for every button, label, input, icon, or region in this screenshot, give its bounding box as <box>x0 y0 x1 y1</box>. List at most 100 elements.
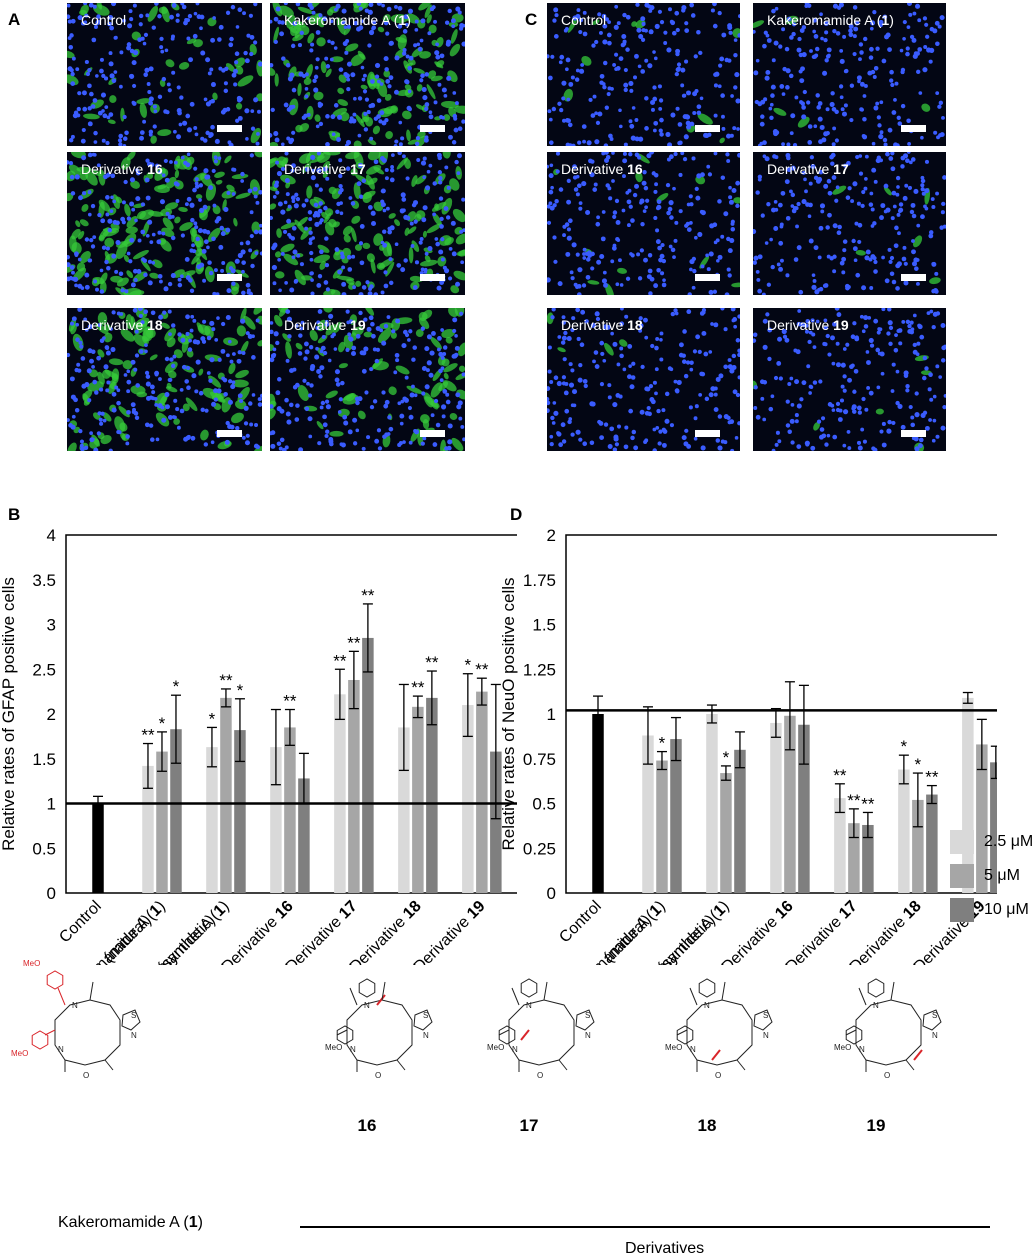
micrograph-label: Derivative 17 <box>767 161 849 177</box>
atom-label: N <box>932 1031 938 1040</box>
atom-label: O <box>375 1071 381 1080</box>
micrograph-label-number: 19 <box>833 317 849 333</box>
bar <box>734 749 746 893</box>
bar <box>642 735 654 893</box>
x-tick-label: Control <box>56 898 104 946</box>
bar <box>656 760 668 893</box>
y-tick-label: 1.75 <box>523 571 556 590</box>
methoxy-label: MeO <box>23 960 40 968</box>
bar <box>220 697 232 893</box>
micrograph-label-number: 18 <box>147 317 163 333</box>
y-tick-label: 0 <box>47 884 56 903</box>
molecule-structure: N N S N O MeO <box>834 978 942 1080</box>
micrograph-c-4: Derivative 18 <box>547 308 740 451</box>
atom-label: N <box>763 1031 769 1040</box>
bar <box>334 694 346 893</box>
micrograph-a-0: Control <box>67 3 262 146</box>
bar <box>670 739 682 893</box>
bar <box>990 762 997 893</box>
scale-bar <box>901 125 926 132</box>
y-tick-label: 1.5 <box>532 616 556 635</box>
bar <box>298 778 310 893</box>
significance-marker: ** <box>833 766 847 785</box>
y-tick-label: 1.5 <box>32 750 56 769</box>
atom-label: O <box>83 1071 89 1080</box>
scale-bar <box>695 430 720 437</box>
bar <box>848 823 860 893</box>
bar <box>92 803 104 893</box>
panel-letter-c: C <box>525 10 538 29</box>
micrograph-label-number: 19 <box>350 317 366 333</box>
micrograph-label-text: Derivative <box>767 161 834 177</box>
micrograph-label-number: 1 <box>398 12 407 28</box>
atom-label: N <box>512 1045 518 1054</box>
micrograph-label-text: Derivative <box>284 317 351 333</box>
y-tick-label: 4 <box>47 526 56 545</box>
micrograph-label-text: Derivative <box>561 317 628 333</box>
bar <box>412 706 424 893</box>
bar <box>234 730 246 893</box>
molecule-structure: N N S N O MeO <box>487 978 595 1080</box>
atom-label: N <box>585 1031 591 1040</box>
parent-name-text: Kakeromamide A ( <box>58 1214 189 1231</box>
parent-name-number: 1 <box>188 1214 198 1231</box>
scale-bar <box>217 125 242 132</box>
micrograph-label: Kakeromamide A (1) <box>767 12 894 28</box>
scale-bar <box>695 274 720 281</box>
significance-marker: ** <box>861 794 875 813</box>
micrograph-label: Kakeromamide A (1) <box>284 12 411 28</box>
micrograph-label: Control <box>81 12 126 28</box>
atom-label: N <box>704 1001 710 1010</box>
significance-marker: ** <box>333 651 347 670</box>
micrograph-label-text: Derivative <box>81 161 148 177</box>
micrograph-a-5: Derivative 19 <box>270 308 465 451</box>
y-tick-label: 0 <box>547 884 556 903</box>
atom-label: N <box>364 1001 370 1010</box>
micrograph-label-text: Control <box>561 12 607 28</box>
x-tick-label-line2: (natural) <box>601 912 655 965</box>
significance-marker: ** <box>411 678 425 697</box>
micrograph-c-2: Derivative 16 <box>547 152 740 295</box>
micrograph-label-suffix: ) <box>889 12 894 28</box>
atom-label: N <box>131 1031 137 1040</box>
chart-neuo: 0 0.25 0.5 0.75 1 1.25 1.5 1.75 2 Relative rates … <box>499 526 997 965</box>
significance-marker: * <box>465 656 472 675</box>
y-tick-label: 1 <box>47 795 56 814</box>
significance-marker: * <box>159 714 166 733</box>
y-tick-label: 2 <box>547 526 556 545</box>
micrograph-label: Derivative 19 <box>284 317 366 333</box>
significance-marker: * <box>237 681 244 700</box>
micrograph-label: Derivative 16 <box>81 161 163 177</box>
micrograph-label-number: 17 <box>833 161 849 177</box>
methoxy-label: MeO <box>325 1043 342 1052</box>
atom-label: N <box>72 1001 78 1010</box>
legend-swatch <box>950 829 974 854</box>
methoxy-label: MeO <box>665 1043 682 1052</box>
methoxy-label: MeO <box>487 1043 504 1052</box>
significance-marker: ** <box>425 653 439 672</box>
micrograph-label-text: Derivative <box>81 317 148 333</box>
y-tick-label: 0.5 <box>532 795 556 814</box>
x-tick-label-line2: (synthetic) <box>155 912 219 965</box>
compound-number-17: 17 <box>519 1116 539 1135</box>
legend-label: 10 μM <box>984 900 1029 918</box>
legend-item-5: 5 μM <box>950 861 1033 890</box>
significance-marker: * <box>209 709 216 728</box>
bar <box>912 799 924 893</box>
significance-marker: * <box>173 677 180 696</box>
scale-bar <box>420 430 445 437</box>
bar <box>270 747 282 893</box>
micrograph-label: Control <box>561 12 606 28</box>
atom-label: O <box>884 1071 890 1080</box>
micrograph-a-3: Derivative 17 <box>270 152 465 295</box>
compound-number-19: 19 <box>866 1116 886 1135</box>
bar <box>426 697 438 893</box>
bar <box>170 729 182 893</box>
atom-label: S <box>585 1011 590 1020</box>
micrograph-label-text: Derivative <box>561 161 628 177</box>
derivatives-bracket-line <box>300 1226 990 1228</box>
y-axis-label: Relative rates of NeuO positive cells <box>499 577 518 850</box>
significance-marker: ** <box>475 660 489 679</box>
micrograph-label-number: 1 <box>881 12 890 28</box>
y-tick-label: 0.75 <box>523 750 556 769</box>
